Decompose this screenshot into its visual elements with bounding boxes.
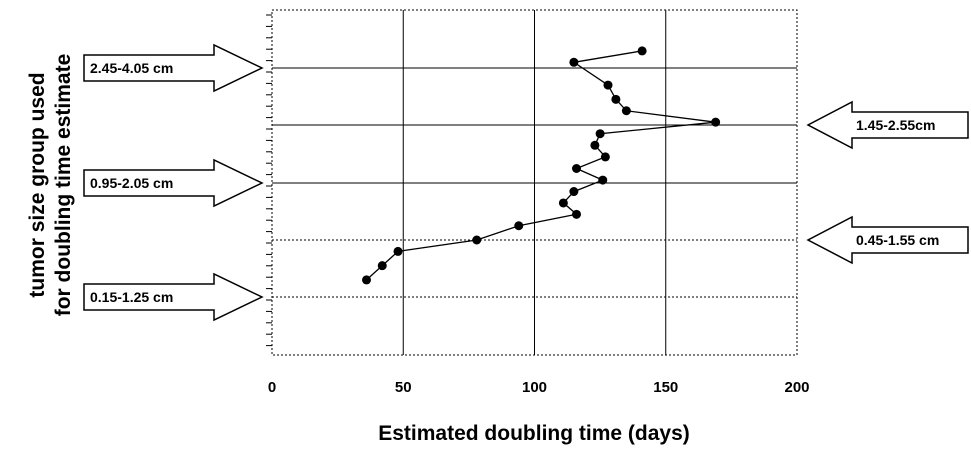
data-point [393,246,403,256]
data-point [600,152,610,162]
group-arrow-label: 0.45-1.55 cm [856,232,939,248]
series-line [366,50,716,281]
data-point [590,140,600,150]
x-tick-label: 0 [268,379,276,396]
x-tick-label: 150 [653,379,678,396]
group-arrow-label: 2.45-4.05 cm [90,60,173,76]
data-point [472,235,482,245]
grid [272,10,797,355]
data-point [621,106,631,116]
data-point [377,261,387,271]
group-arrow-left [83,272,264,322]
data-point [569,57,579,67]
x-axis-label: Estimated doubling time (days) [378,422,690,445]
data-point [611,94,621,104]
group-arrow-right [806,215,969,265]
data-point [558,198,568,208]
data-point [637,46,647,56]
data-point [603,80,613,90]
data-point [598,175,608,185]
x-tick-labels: 0 50 100 150 200 [268,379,810,396]
data-point [572,164,581,173]
group-arrow-left [83,43,264,93]
x-tick-label: 100 [522,379,547,396]
data-point [595,129,605,139]
series-group [362,46,721,285]
group-arrow-label: 0.15-1.25 cm [90,289,173,305]
y-axis-label-line-1: tumor size group used [26,72,49,297]
x-tick-label: 50 [395,379,412,396]
group-arrows: 2.45-4.05 cm 1.45-2.55cm 0.95-2.05 cm 0.45-… [83,43,969,322]
x-tick-label: 200 [784,379,809,396]
data-point [572,209,581,219]
plot-frame [271,9,798,356]
y-minor-ticks [266,14,272,347]
data-point [514,221,524,231]
data-point [569,187,579,197]
group-arrow-label: 0.95-2.05 cm [90,175,173,191]
group-arrow-right [806,100,969,150]
data-point [362,275,371,285]
y-axis-label-line-2: for doubling time estimate [52,54,75,317]
group-arrow-left [83,158,264,208]
group-arrow-label: 1.45-2.55cm [856,117,935,133]
data-point [711,117,721,127]
